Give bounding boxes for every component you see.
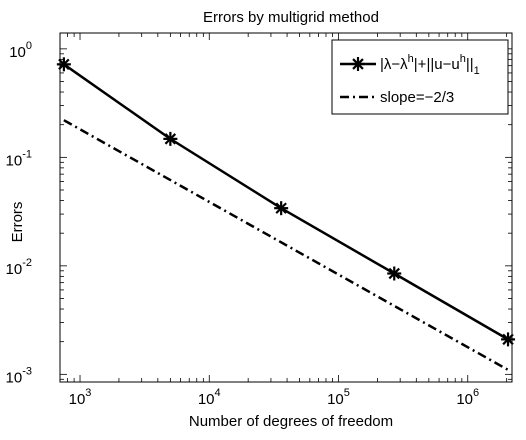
- x-tick-label: 105: [327, 387, 350, 408]
- legend-label-series-1: |λ−λh|+||u−uh||1: [380, 53, 480, 77]
- y-axis-label: Errors: [9, 202, 26, 243]
- legend-label-superscript: h: [408, 53, 414, 65]
- y-tick-label: 100: [9, 40, 32, 61]
- legend-label-series-2: slope=−2/3: [380, 89, 454, 106]
- marker-stroke: [275, 202, 287, 214]
- minor-ticks: [59, 33, 512, 382]
- data-point-series-1: [501, 332, 516, 347]
- legend-label-part: |+||u−u: [414, 56, 460, 73]
- x-tick-label: 104: [198, 387, 221, 408]
- chart-title: Errors by multigrid method: [203, 9, 379, 26]
- legend-marker-series-1: [351, 57, 365, 71]
- x-tick-label: 103: [69, 387, 92, 408]
- axes-frame: [59, 32, 513, 383]
- marker-stroke: [58, 58, 70, 71]
- x-axis-label: Number of degrees of freedom: [189, 413, 393, 430]
- data-point-series-1: [387, 266, 402, 281]
- legend-label-part: ||: [466, 56, 474, 73]
- plot-area: 103 104 105 106 10-3 10-2 10-1 100: [6, 32, 516, 408]
- legend-entry-series-1: |λ−λh|+||u−uh||1: [340, 53, 480, 77]
- data-point-series-1: [56, 57, 71, 72]
- legend-label-subscript: 1: [474, 65, 480, 77]
- data-point-series-1: [163, 131, 178, 146]
- legend-marker-star: [351, 57, 365, 71]
- legend: |λ−λh|+||u−uh||1 slope=−2/3: [331, 39, 509, 115]
- legend-label-superscript: h: [460, 53, 466, 65]
- legend-label-part: |λ−λ: [380, 56, 408, 73]
- series-line-2: [63, 119, 509, 371]
- marker-stroke: [502, 333, 514, 346]
- y-tick-label: 10-2: [6, 257, 32, 278]
- data-point-series-1: [274, 201, 289, 216]
- marker-stroke: [388, 267, 400, 280]
- marker-stroke: [164, 133, 177, 145]
- y-tick-label: 10-3: [6, 365, 32, 386]
- x-tick-label: 106: [456, 387, 479, 408]
- y-tick-label: 10-1: [6, 148, 32, 169]
- legend-box: [331, 39, 509, 115]
- legend-entry-series-2: slope=−2/3: [340, 89, 454, 106]
- marker-stroke: [352, 58, 364, 70]
